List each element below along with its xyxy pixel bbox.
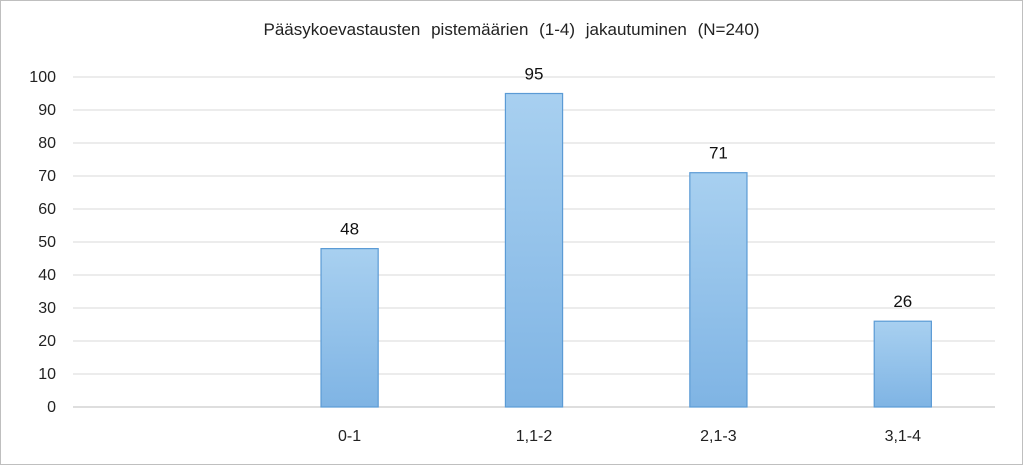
y-tick-label: 20 [38,333,56,350]
chart-title: Pääsykoevastausten pistemäärien (1-4) ja… [263,20,760,39]
y-tick-label: 10 [38,366,56,383]
bar [504,92,564,408]
y-tick-label: 70 [38,168,56,185]
bar [873,320,932,408]
y-tick-label: 60 [38,201,56,218]
data-label: 95 [525,65,544,84]
bar [689,172,748,408]
y-tick-label: 100 [29,69,56,86]
bars [320,92,932,408]
data-label: 26 [893,292,912,311]
data-label: 48 [340,220,359,239]
y-tick-label: 30 [38,300,56,317]
x-tick-label: 3,1-4 [885,428,922,445]
y-tick-label: 90 [38,102,56,119]
y-tick-label: 50 [38,234,56,251]
y-tick-label: 0 [47,399,56,416]
bar [320,248,379,408]
x-tick-label: 1,1-2 [516,428,553,445]
y-axis: 0 10 20 30 40 50 60 70 80 90 100 [29,69,56,416]
x-axis: 0-1 1,1-2 2,1-3 3,1-4 [338,428,921,445]
data-label: 71 [709,144,728,163]
x-tick-label: 2,1-3 [700,428,737,445]
y-tick-label: 40 [38,267,56,284]
data-labels: 48 95 71 26 [340,65,912,312]
x-tick-label: 0-1 [338,428,361,445]
y-tick-label: 80 [38,135,56,152]
